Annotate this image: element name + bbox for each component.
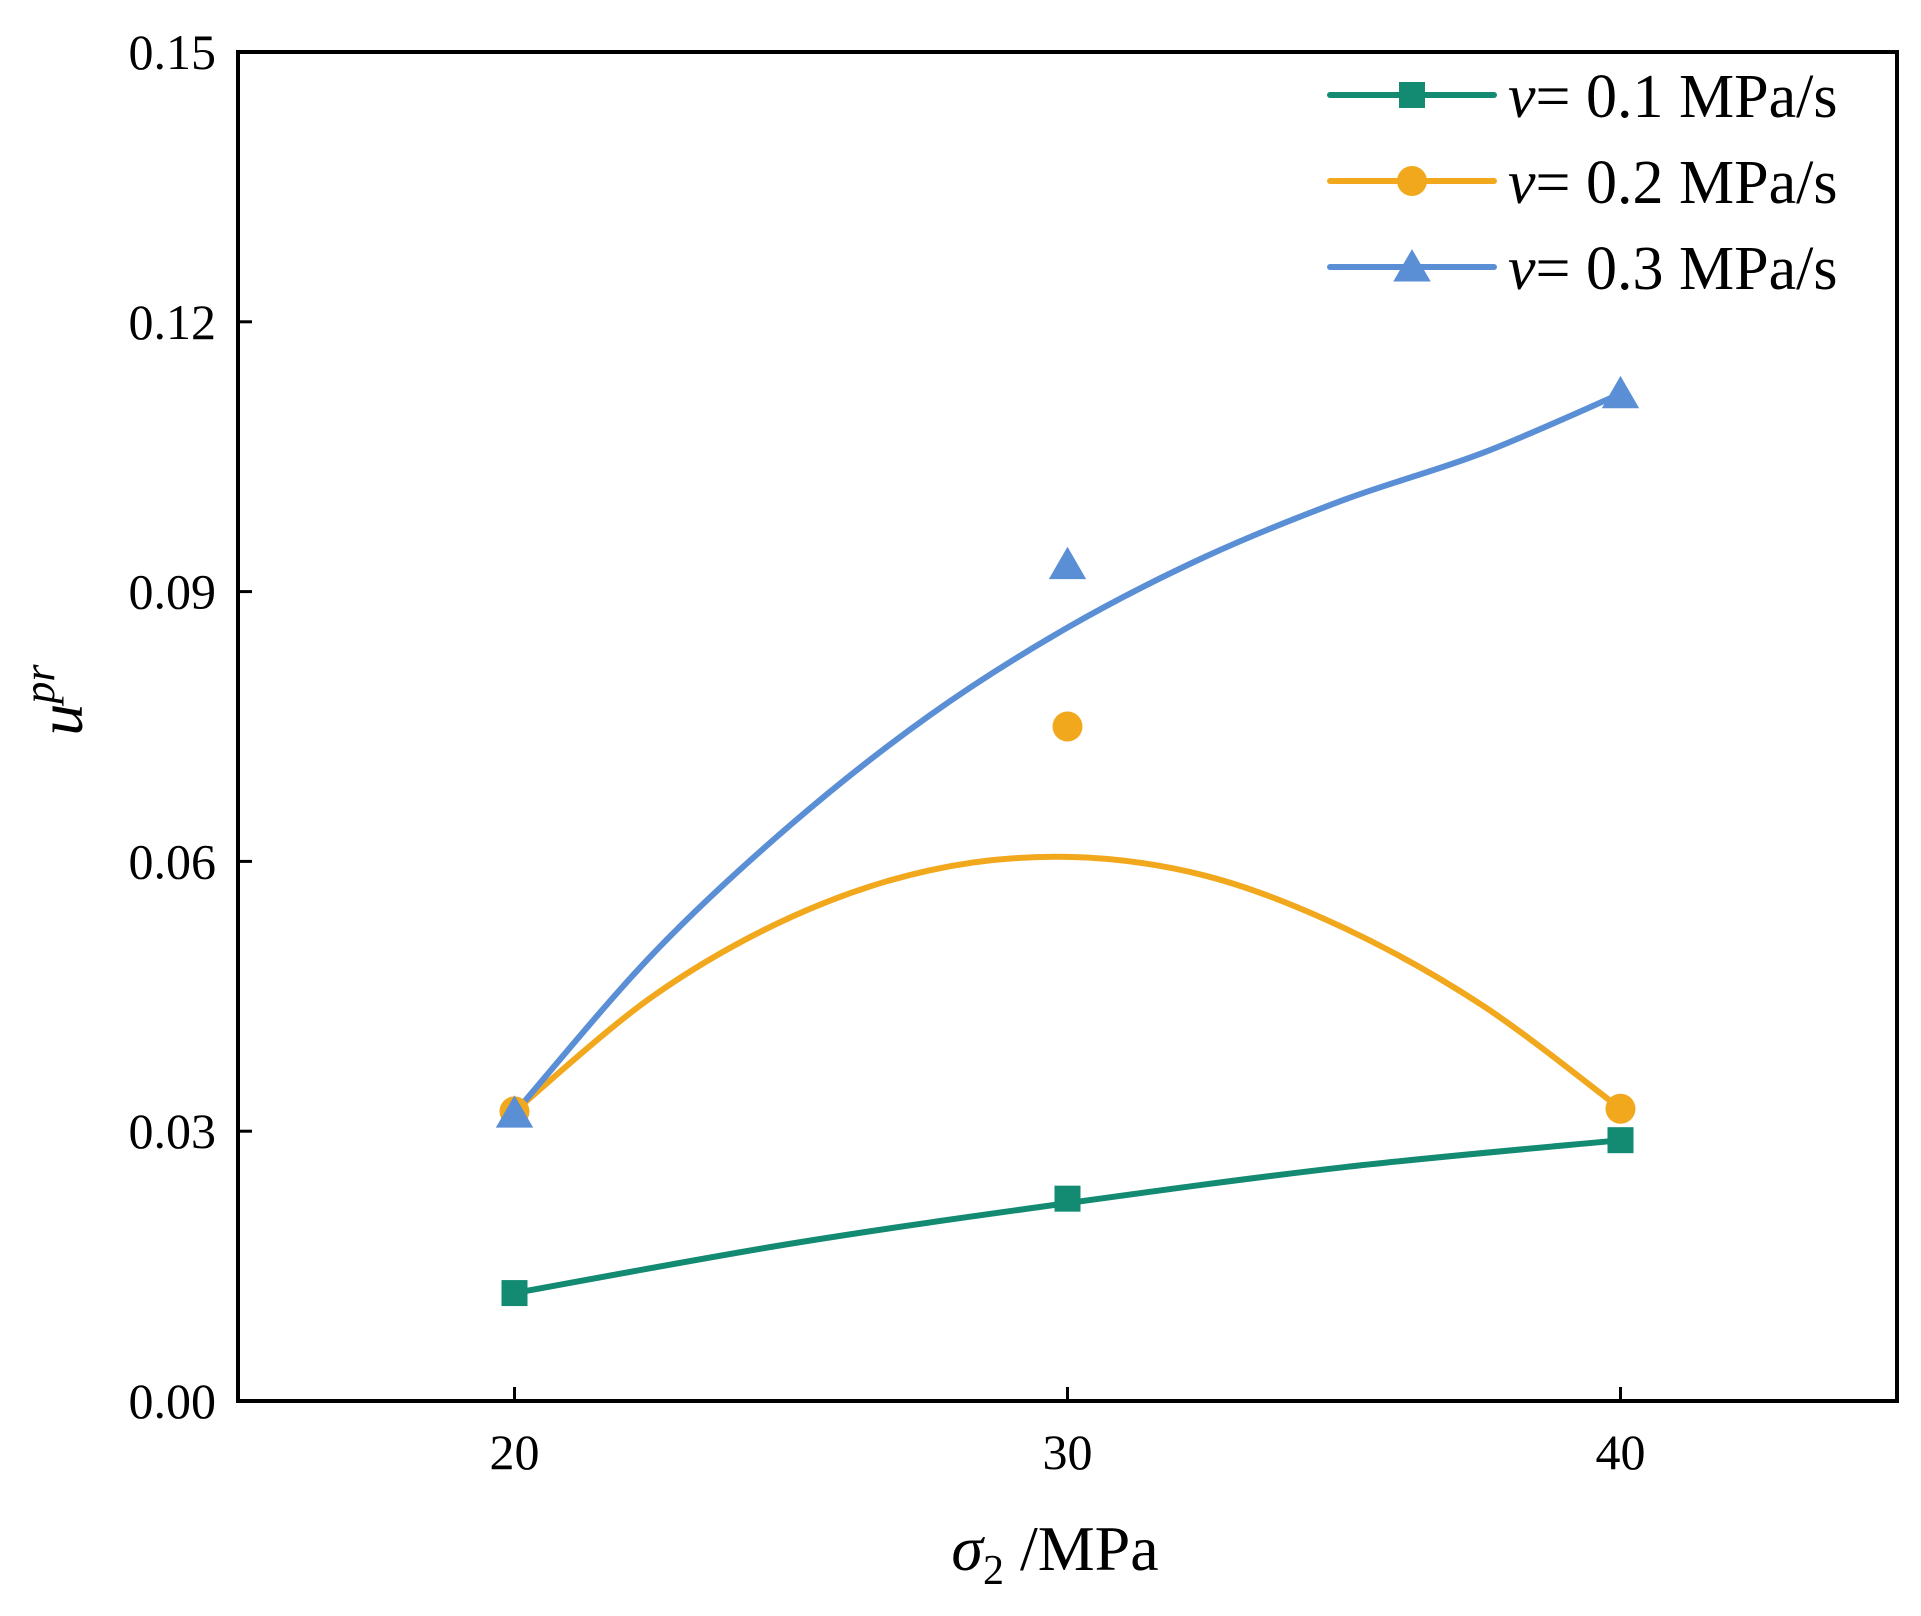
fit-line-series-3 [511, 390, 1624, 1117]
data-point-series-3 [1601, 375, 1640, 409]
y-tick-label: 0.00 [129, 1373, 217, 1429]
data-point-series-3 [1048, 546, 1087, 580]
fit-line-series-2 [511, 853, 1624, 1115]
legend-var: v [1508, 63, 1536, 131]
y-axis-base: u [25, 704, 96, 736]
legend-item-1: v= 0.1 MPa/s [1327, 63, 1837, 131]
x-axis-title: σ2 /MPa [951, 1513, 1158, 1594]
legend-marker [1399, 82, 1425, 108]
data-point-series-1 [1607, 1127, 1634, 1154]
legend-item-3: v= 0.3 MPa/s [1327, 235, 1837, 303]
fit-lines [511, 390, 1624, 1297]
x-tick-label: 20 [490, 1424, 540, 1480]
legend-marker [1397, 166, 1427, 196]
legend-text: = 0.1 MPa/s [1536, 63, 1838, 131]
y-axis-title: upr [15, 664, 96, 736]
data-point-series-1 [501, 1280, 528, 1307]
legend-var: v [1508, 235, 1536, 303]
legend-marker [1393, 249, 1431, 282]
data-markers [495, 375, 1640, 1307]
legend-label: v= 0.1 MPa/s [1508, 63, 1837, 131]
legend-text: = 0.3 MPa/s [1536, 235, 1838, 303]
x-axis-symbol: σ [951, 1513, 985, 1584]
legend-label: v= 0.3 MPa/s [1508, 235, 1837, 303]
x-tick-label: 30 [1043, 1424, 1093, 1480]
y-tick-label: 0.09 [129, 564, 217, 620]
legend-var: v [1508, 149, 1536, 217]
legend-label: v= 0.2 MPa/s [1508, 149, 1837, 217]
legend: v= 0.1 MPa/sv= 0.2 MPa/sv= 0.3 MPa/s [1327, 63, 1837, 303]
data-point-series-3 [495, 1095, 534, 1128]
x-axis-unit: /MPa [1004, 1513, 1159, 1584]
fit-line-series-1 [511, 1137, 1624, 1297]
data-point-series-1 [1054, 1185, 1081, 1212]
legend-item-2: v= 0.2 MPa/s [1327, 149, 1837, 217]
y-tick-label: 0.15 [129, 24, 217, 80]
y-tick-label: 0.06 [129, 833, 217, 889]
x-axis-subscript: 2 [983, 1548, 1004, 1594]
legend-text: = 0.2 MPa/s [1536, 149, 1838, 217]
y-tick-label: 0.12 [129, 294, 217, 350]
data-point-series-2 [1605, 1093, 1636, 1124]
x-tick-label: 40 [1596, 1424, 1646, 1480]
axis-ticks: 20 30 40 0.00 0.03 0.06 0.09 0.12 0.15 [129, 24, 1646, 1480]
y-axis-superscript: pr [15, 664, 64, 707]
y-tick-label: 0.03 [129, 1103, 217, 1159]
data-point-series-2 [1052, 711, 1083, 742]
